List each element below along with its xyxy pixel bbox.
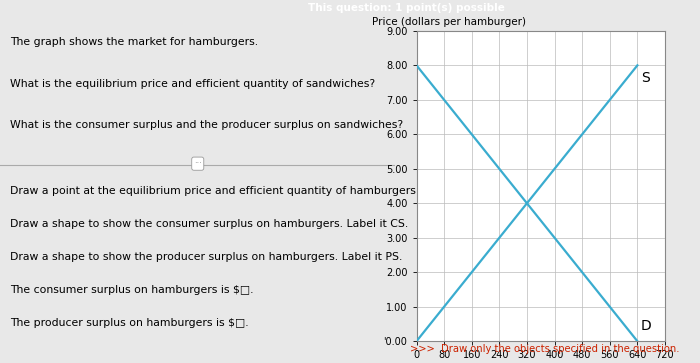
Text: The graph shows the market for hamburgers.: The graph shows the market for hamburger… (10, 37, 258, 47)
Text: D: D (640, 319, 652, 333)
Text: ···: ··· (194, 159, 202, 168)
Text: >>>  Draw only the objects specified in the question.: >>> Draw only the objects specified in t… (410, 344, 679, 354)
Text: The consumer surplus on hamburgers is $□.: The consumer surplus on hamburgers is $□… (10, 285, 253, 295)
Text: The producer surplus on hamburgers is $□.: The producer surplus on hamburgers is $□… (10, 318, 248, 328)
Text: What is the equilibrium price and efficient quantity of sandwiches?: What is the equilibrium price and effici… (10, 79, 375, 89)
Text: Draw a point at the equilibrium price and efficient quantity of hamburgers.: Draw a point at the equilibrium price an… (10, 186, 419, 196)
Text: Price (dollars per hamburger): Price (dollars per hamburger) (372, 17, 526, 27)
Text: Draw a shape to show the producer surplus on hamburgers. Label it PS.: Draw a shape to show the producer surplu… (10, 252, 402, 262)
Text: What is the consumer surplus and the producer surplus on sandwiches?: What is the consumer surplus and the pro… (10, 121, 403, 130)
Text: This question: 1 point(s) possible: This question: 1 point(s) possible (307, 3, 505, 13)
Text: S: S (640, 70, 650, 85)
Text: Draw a shape to show the consumer surplus on hamburgers. Label it CS.: Draw a shape to show the consumer surplu… (10, 219, 408, 229)
